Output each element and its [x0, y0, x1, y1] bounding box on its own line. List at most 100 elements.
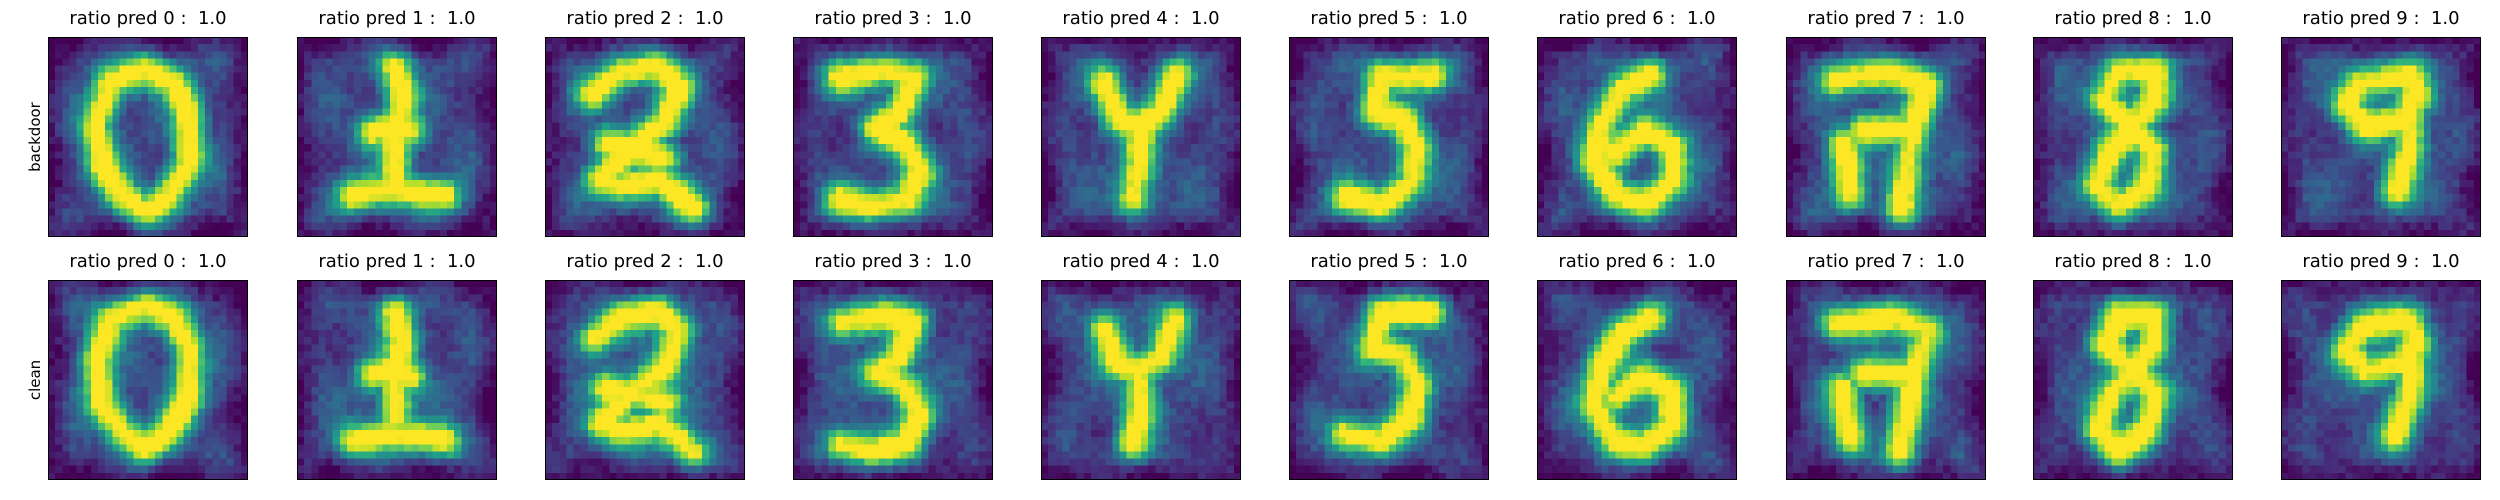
heatmap-cell [411, 137, 419, 145]
heatmap-cell [807, 165, 815, 174]
heatmap-cell [432, 222, 441, 231]
heatmap-cell [587, 51, 596, 59]
heatmap-cell [105, 108, 113, 116]
heatmap-cell [48, 194, 56, 202]
heatmap-cell [1169, 222, 1178, 231]
heatmap-cell [1198, 108, 1206, 116]
heatmap-cell [793, 87, 801, 95]
heatmap-cell [716, 129, 724, 138]
heatmap-cell [240, 165, 248, 174]
heatmap-cell [1041, 144, 1049, 152]
heatmap-cell [347, 44, 355, 52]
heatmap-cell [1446, 222, 1454, 231]
heatmap-cell [878, 158, 887, 166]
heatmap-cell [325, 172, 334, 181]
heatmap-cell [1133, 94, 1142, 102]
heatmap-cell [1374, 172, 1383, 181]
heatmap-cell [140, 144, 149, 152]
heatmap-cell [69, 44, 77, 52]
heatmap-cell [573, 208, 582, 216]
heatmap-cell [1303, 101, 1311, 109]
heatmap-cell [1460, 158, 1468, 166]
heatmap-cell [1141, 208, 1149, 216]
heatmap-cell [447, 158, 455, 166]
heatmap-cell [1289, 94, 1297, 102]
heatmap-cell [1226, 37, 1235, 45]
heatmap-cell [1112, 229, 1120, 237]
heatmap-cell [821, 58, 830, 66]
heatmap-cell [1069, 79, 1078, 88]
heatmap-cell [595, 122, 603, 131]
heatmap-cell [978, 165, 987, 174]
heatmap-cell [580, 115, 589, 124]
heatmap-cell [339, 58, 348, 66]
heatmap-cell [482, 94, 491, 102]
heatmap-cell [935, 122, 944, 131]
heatmap-cell [1389, 115, 1397, 124]
heatmap-cell [609, 215, 617, 224]
heatmap-cell [687, 44, 696, 52]
heatmap-cell [857, 172, 865, 181]
heatmap-cell [1324, 94, 1333, 102]
heatmap-cell [1367, 137, 1376, 145]
heatmap-cell [447, 208, 455, 216]
heatmap-cell [1367, 129, 1376, 138]
heatmap-cell [587, 137, 596, 145]
heatmap-cell [1374, 158, 1383, 166]
heatmap-cell [800, 115, 808, 124]
heatmap-cell [871, 122, 880, 131]
heatmap-cell [468, 108, 476, 116]
heatmap-cell [1083, 37, 1092, 45]
heatmap-cell [673, 115, 682, 124]
heatmap-cell [1410, 208, 1418, 216]
heatmap-cell [90, 94, 99, 102]
heatmap-cell [1474, 165, 1483, 174]
heatmap-cell [793, 37, 801, 45]
heatmap-cell [112, 51, 120, 59]
heatmap-cell [354, 115, 362, 124]
heatmap-cell [1219, 58, 1228, 66]
heatmap-cell [587, 151, 596, 159]
heatmap-cell [723, 165, 732, 174]
heatmap-cell [800, 151, 808, 159]
heatmap-cell [595, 65, 603, 74]
heatmap-cell [1594, 65, 1602, 74]
heatmap-cell [1687, 79, 1695, 88]
heatmap-cell [616, 58, 624, 66]
heatmap-cell [1119, 79, 1128, 88]
heatmap-cell [885, 51, 894, 59]
heatmap-cell [793, 58, 801, 66]
heatmap-cell [1453, 208, 1461, 216]
heatmap-cell [552, 87, 560, 95]
heatmap-cell [418, 44, 426, 52]
heatmap-cell [957, 215, 965, 224]
heatmap-cell [914, 37, 922, 45]
heatmap-cell [155, 222, 163, 231]
heatmap-cell [1191, 94, 1199, 102]
heatmap-cell [76, 165, 85, 174]
heatmap-cell [687, 37, 696, 45]
heatmap-cell [793, 108, 801, 116]
heatmap-cell [1183, 151, 1192, 159]
heatmap-cell [1544, 51, 1552, 59]
heatmap-cell [176, 129, 185, 138]
heatmap-cell [1310, 94, 1318, 102]
heatmap-cell [489, 137, 497, 145]
heatmap-cell [1205, 79, 1213, 88]
heatmap-cell [666, 58, 674, 66]
heatmap-cell [76, 122, 85, 131]
heatmap-cell [1233, 172, 1241, 181]
heatmap-cell [1431, 179, 1440, 188]
heatmap-cell [461, 215, 469, 224]
heatmap-cell [1155, 51, 1163, 59]
heatmap-cell [354, 165, 362, 174]
heatmap-cell [545, 79, 553, 88]
heatmap-cell [133, 229, 142, 237]
heatmap-cell [318, 115, 326, 124]
heatmap-cell [1481, 44, 1489, 52]
heatmap-cell [1133, 165, 1142, 174]
heatmap-cell [69, 129, 77, 138]
heatmap-cell [1176, 144, 1185, 152]
heatmap-cell [1133, 229, 1142, 237]
heatmap-cell [1303, 215, 1311, 224]
